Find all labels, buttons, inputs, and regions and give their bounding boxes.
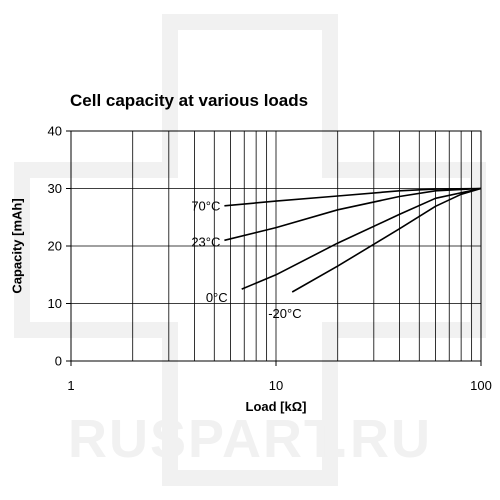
- series-label: 23°C: [191, 234, 220, 249]
- series-line: [241, 187, 482, 290]
- y-tick-label: 10: [48, 296, 62, 311]
- x-tick-label: 100: [470, 378, 492, 393]
- series-label: 0°C: [206, 290, 228, 305]
- series-label: 70°C: [191, 198, 220, 213]
- x-axis-label: Load [kΩ]: [245, 399, 307, 414]
- x-tick-label: 1: [67, 378, 74, 393]
- x-tick-label: 10: [269, 378, 283, 393]
- watermark-text: RUSPART.RU: [67, 409, 432, 469]
- y-axis-label: Capacity [mAh]: [9, 198, 25, 294]
- y-tick-label: 20: [48, 239, 62, 254]
- series-line: [224, 187, 482, 242]
- series-line: [224, 187, 482, 207]
- chart-title: Cell capacity at various loads: [70, 91, 309, 110]
- series-line: [291, 187, 482, 293]
- y-tick-label: 30: [48, 181, 62, 196]
- y-tick-label: 0: [55, 354, 62, 369]
- series-label: -20°C: [268, 306, 301, 321]
- y-tick-label: 40: [48, 124, 62, 139]
